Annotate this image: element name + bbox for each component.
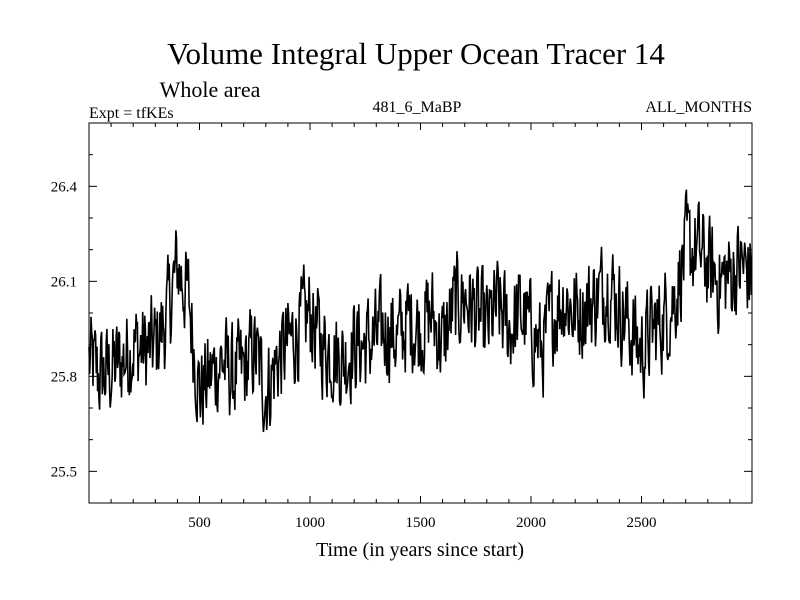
x-tick-label: 1500 <box>406 515 436 531</box>
x-axis-ticks <box>110 123 731 503</box>
x-tick-label: 2500 <box>627 515 657 531</box>
y-tick-label: 25.8 <box>51 369 77 385</box>
expt-label: Expt = tfKEs <box>89 105 174 122</box>
chart-title: Volume Integral Upper Ocean Tracer 14 <box>167 36 665 71</box>
y-tick-label: 26.1 <box>51 274 77 290</box>
x-axis-tick-labels: 500 1000 1500 2000 2500 <box>188 515 656 531</box>
x-tick-label: 2000 <box>516 515 546 531</box>
x-axis-label: Time (in years since start) <box>316 539 524 561</box>
period-label: ALL_MONTHS <box>645 99 752 116</box>
x-tick-label: 1000 <box>295 515 325 531</box>
y-axis-tick-labels: 25.5 25.8 26.1 26.4 <box>51 179 78 480</box>
y-tick-label: 26.4 <box>51 179 78 195</box>
chart-subtitle: Whole area <box>160 77 261 102</box>
x-tick-label: 500 <box>188 515 211 531</box>
y-tick-label: 25.5 <box>51 464 77 480</box>
series-line <box>88 189 753 433</box>
run-label: 481_6_MaBP <box>373 99 462 116</box>
